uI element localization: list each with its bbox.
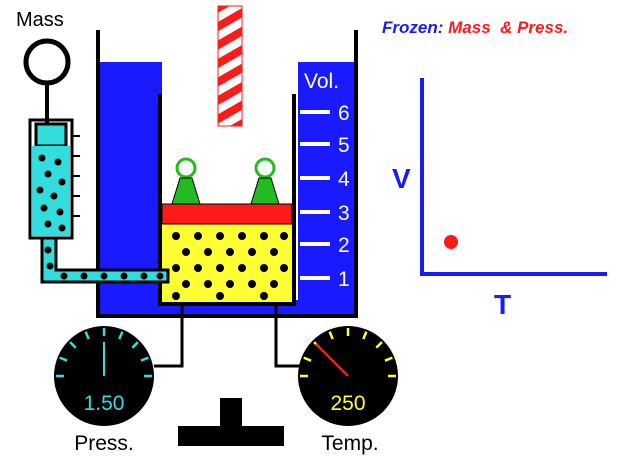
water-bath-right xyxy=(298,62,354,314)
temperature-label: Temp. xyxy=(321,432,378,455)
syringe-particle xyxy=(50,192,58,200)
gas-particle xyxy=(204,280,212,288)
gas-particles xyxy=(172,232,288,300)
gas-particle xyxy=(182,280,190,288)
graph-state-point xyxy=(444,235,458,249)
gas-particle xyxy=(280,264,288,272)
gas-particle xyxy=(172,232,180,240)
volume-tick-label: 4 xyxy=(338,168,350,191)
syringe-particle xyxy=(38,154,46,162)
hose-particle xyxy=(44,246,52,254)
pressure-gauge: 1.50 xyxy=(54,326,154,426)
gauge-tick xyxy=(362,331,368,340)
volume-tick-label: 6 xyxy=(338,102,350,125)
gas-particle xyxy=(172,292,180,300)
gas-particle xyxy=(238,264,246,272)
temperature-gauge: 250 xyxy=(298,326,398,426)
volume-scale: 6 5 4 3 2 1 xyxy=(300,102,350,291)
gas-particle xyxy=(260,292,268,300)
pressure-value: 1.50 xyxy=(84,392,125,415)
pressure-gauge-ticks xyxy=(56,328,152,378)
syringe-particle xyxy=(44,220,52,228)
gas-particle xyxy=(172,264,180,272)
syringe-particle xyxy=(40,204,48,212)
gauge-tick xyxy=(384,356,393,362)
gas-particle xyxy=(194,264,202,272)
syringe-particles xyxy=(36,154,66,232)
weight-left xyxy=(171,157,201,205)
volume-tick-label: 2 xyxy=(338,234,350,257)
piston xyxy=(161,203,293,225)
temperature-needle xyxy=(315,343,349,377)
gauge-tick xyxy=(84,331,90,340)
temperature-value: 250 xyxy=(330,392,365,415)
mass-hose xyxy=(40,236,170,284)
vt-graph: V T xyxy=(392,78,607,320)
gauge-tick xyxy=(69,341,77,349)
gas-particle xyxy=(280,232,288,240)
hose-particle xyxy=(60,272,68,280)
gas-particle xyxy=(270,248,278,256)
frozen-status: Frozen: Mass & Press. xyxy=(382,18,568,38)
burner-base xyxy=(178,426,284,446)
gauge-tick xyxy=(303,356,312,362)
temperature-wire xyxy=(274,304,300,368)
hose-particle xyxy=(140,272,148,280)
gas-particle xyxy=(194,232,202,240)
syringe-particle xyxy=(54,158,62,166)
gas-particle xyxy=(216,264,224,272)
gas-particle xyxy=(226,248,234,256)
gauge-tick xyxy=(328,331,334,340)
gas-particle xyxy=(248,280,256,288)
syringe-particle xyxy=(36,186,44,194)
pressure-wire xyxy=(154,304,184,368)
syringe-plunger-head xyxy=(34,122,68,148)
heater-rod xyxy=(217,5,243,127)
gauge-tick xyxy=(375,341,383,349)
gauge-tick xyxy=(59,356,68,362)
syringe-particle xyxy=(56,208,64,216)
gauge-tick xyxy=(118,331,124,340)
volume-tick-label: 3 xyxy=(338,202,350,225)
gas-particle xyxy=(260,232,268,240)
gas-volume xyxy=(162,224,292,302)
frozen-label: Frozen: xyxy=(382,18,444,37)
syringe-particle xyxy=(44,170,52,178)
syringe-particle xyxy=(58,224,66,232)
gas-particle xyxy=(270,280,278,288)
pressure-label: Press. xyxy=(74,432,134,455)
gas-particle xyxy=(204,248,212,256)
volume-tick-label: 1 xyxy=(338,268,350,291)
hose-particle xyxy=(80,272,88,280)
hose-particle xyxy=(100,272,108,280)
gas-particle xyxy=(248,248,256,256)
graph-y-label: V xyxy=(392,163,411,194)
volume-tick-label: 5 xyxy=(338,134,350,157)
graph-x-label: T xyxy=(494,289,511,320)
volume-label: Vol. xyxy=(304,70,339,93)
hose-particle xyxy=(120,272,128,280)
gas-particle xyxy=(216,232,224,240)
mass-label: Mass xyxy=(16,9,64,31)
weight-right xyxy=(250,157,280,205)
gauge-tick xyxy=(140,356,149,362)
syringe-particle xyxy=(58,178,66,186)
gas-particle xyxy=(182,248,190,256)
hose-particle xyxy=(46,262,54,270)
hose-particle xyxy=(156,272,164,280)
gauge-tick xyxy=(131,341,139,349)
gas-particle xyxy=(260,264,268,272)
gas-particle xyxy=(238,232,246,240)
burner-stem xyxy=(220,398,242,428)
hose-particles xyxy=(44,246,164,280)
gas-particle xyxy=(216,292,224,300)
frozen-items: Mass & Press. xyxy=(448,18,569,37)
syringe-graduations xyxy=(72,135,80,217)
gas-particle xyxy=(226,280,234,288)
mass-knob xyxy=(23,38,71,86)
